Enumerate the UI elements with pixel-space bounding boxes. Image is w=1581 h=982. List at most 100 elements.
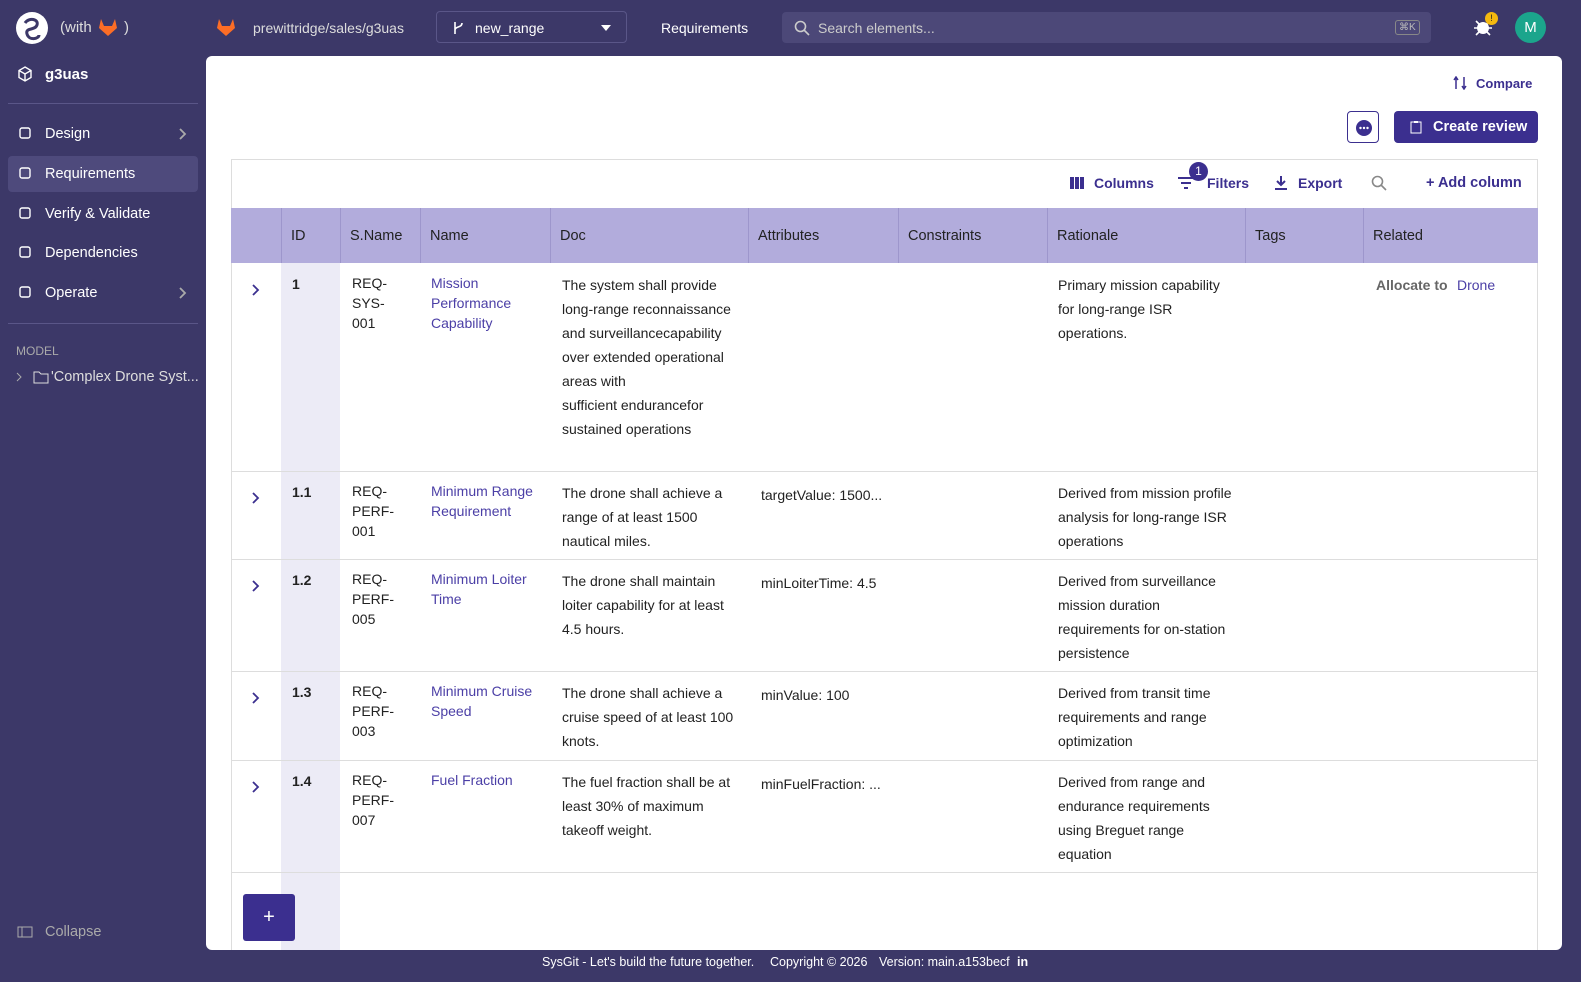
caret [601, 25, 611, 31]
column-divider [1047, 208, 1048, 263]
req-doc: The system shall provide long-range reco… [562, 277, 731, 437]
req-name[interactable]: Minimum Cruise Speed [431, 683, 533, 719]
row-divider [231, 671, 1538, 672]
column-divider [1245, 208, 1246, 263]
nav-item[interactable]: Operate [8, 275, 198, 311]
req-id: 1.1 [292, 484, 312, 500]
id-column-bg [281, 263, 340, 950]
with-close: ) [124, 19, 129, 36]
column-divider [898, 208, 899, 263]
branch-name: new_range [475, 20, 545, 36]
row-divider [231, 559, 1538, 560]
filters[interactable]: Filters [1207, 175, 1250, 191]
collapse[interactable]: Collapse [45, 924, 102, 940]
branch-select[interactable]: new_range [436, 11, 627, 43]
req-attributes: targetValue: 1500... [761, 487, 883, 503]
logo[interactable] [15, 11, 49, 45]
req-attributes: minFuelFraction: ... [761, 776, 881, 792]
req-id: 1 [292, 276, 300, 292]
divider [8, 103, 198, 104]
table-header [231, 208, 1538, 263]
columns[interactable]: Columns [1094, 175, 1154, 191]
bug-icon[interactable] [1473, 17, 1493, 37]
notification-badge: ! [1485, 12, 1498, 25]
tree-icons [16, 371, 49, 384]
column-divider [748, 208, 749, 263]
page-crumb: Requirements [661, 20, 749, 36]
req-name[interactable]: Mission Performance Capability [431, 275, 512, 331]
req-rationale: Derived from range and endurance require… [1058, 774, 1210, 862]
add-column[interactable]: + Add column [1426, 175, 1522, 191]
chevron[interactable] [178, 287, 188, 299]
nav-item[interactable]: Design [8, 116, 198, 152]
linkedin[interactable]: in [1017, 955, 1029, 969]
chevron[interactable] [251, 284, 261, 296]
nav-item[interactable]: Verify & Validate [8, 196, 198, 232]
filter-count: 1 [1189, 162, 1208, 181]
compare-icon [1453, 76, 1467, 90]
chevron[interactable] [251, 781, 261, 793]
column-header: Attributes [758, 228, 820, 244]
chevron[interactable] [251, 492, 261, 504]
column-divider [550, 208, 551, 263]
req-id: 1.3 [292, 684, 312, 700]
with-text: (with [60, 19, 92, 36]
collapse-icon [17, 926, 33, 938]
row-divider [231, 471, 1538, 472]
review-icon [1410, 121, 1422, 134]
avatar[interactable]: M [1515, 12, 1546, 43]
search-placeholder: Search elements... [818, 20, 935, 36]
row-divider [231, 760, 1538, 761]
req-doc: The drone shall achieve a cruise speed o… [562, 685, 734, 749]
repo-path[interactable]: prewittridge/sales/g3uas [253, 20, 404, 36]
req-name[interactable]: Fuel Fraction [431, 772, 513, 788]
divider [8, 323, 198, 324]
export-icon [1275, 176, 1287, 190]
add-row-button[interactable]: + [243, 894, 295, 941]
nav-icon [19, 246, 31, 258]
nav-icon [19, 167, 31, 179]
chevron[interactable] [251, 580, 261, 592]
model-heading: MODEL [16, 344, 59, 358]
column-header: Rationale [1057, 228, 1119, 244]
req-sname: REQ- PERF- 001 [352, 483, 394, 539]
comment-button[interactable] [1347, 111, 1379, 143]
create-review-button[interactable]: Create review [1394, 111, 1538, 143]
compare[interactable]: Compare [1476, 76, 1533, 91]
columns-icon [1070, 177, 1084, 189]
row-divider [231, 872, 1538, 873]
table-search-icon[interactable] [1371, 175, 1387, 191]
create-review: Create review [1433, 119, 1528, 135]
req-id: 1.4 [292, 773, 312, 789]
gitlab-icon [99, 19, 117, 36]
nav-item[interactable]: Dependencies [8, 235, 198, 271]
chevron[interactable] [178, 128, 188, 140]
project-name[interactable]: g3uas [45, 66, 89, 83]
req-name[interactable]: Minimum Loiter Time [431, 571, 527, 607]
req-rationale: Derived from surveillance mission durati… [1058, 573, 1226, 661]
nav-icon [19, 127, 31, 139]
req-doc: The fuel fraction shall be at least 30% … [562, 774, 731, 838]
req-sname: REQ- PERF- 007 [352, 772, 394, 828]
req-name[interactable]: Minimum Range Requirement [431, 483, 533, 519]
nav-item[interactable]: Requirements [8, 156, 198, 192]
export[interactable]: Export [1298, 175, 1343, 191]
column-divider [420, 208, 421, 263]
req-doc: The drone shall achieve a range of at le… [562, 485, 723, 549]
footer-tagline: SysGit - Let's build the future together… [542, 955, 755, 969]
table [231, 159, 1538, 950]
req-sname: REQ- SYS- 001 [352, 275, 387, 331]
chevron[interactable] [251, 692, 261, 704]
model-item[interactable]: 'Complex Drone Syst... [51, 369, 199, 385]
req-attributes: minValue: 100 [761, 687, 850, 703]
footer-copyright: Copyright © 2026 [770, 955, 868, 969]
req-rationale: Derived from transit time requirements a… [1058, 685, 1211, 749]
req-doc: The drone shall maintain loiter capabili… [562, 573, 724, 637]
comment-icon [1356, 120, 1372, 136]
shortcut: ⌘K [1395, 20, 1420, 35]
related-target[interactable]: Drone [1457, 277, 1496, 293]
main-panel [206, 56, 1562, 950]
search-box[interactable]: Search elements... ⌘K [782, 12, 1431, 43]
column-header: Doc [560, 228, 586, 244]
